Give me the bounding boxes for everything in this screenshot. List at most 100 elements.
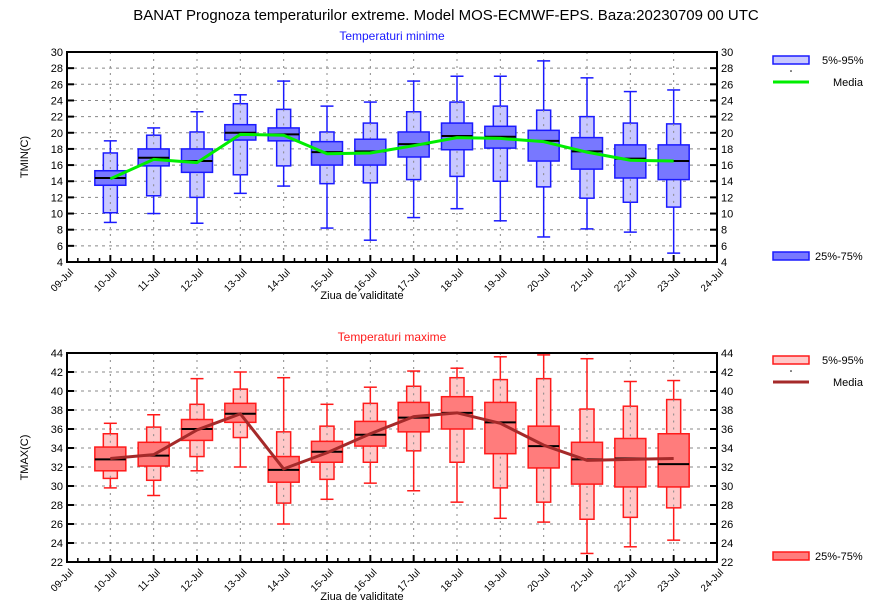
legend-label-p25-p75: 25%-75% (815, 251, 863, 263)
y-tick-label-right: 34 (721, 443, 733, 455)
panel-title: Temperaturi maxime (338, 330, 447, 344)
y-tick-label-right: 44 (721, 348, 733, 360)
mean-line (109, 132, 674, 181)
legend-dot (790, 70, 792, 72)
main-title: BANAT Prognoza temperaturilor extreme. M… (133, 7, 759, 24)
panel-tmax: Temperaturi maxime 22 22 24 24 26 26 28 28 30 30 32… (19, 330, 864, 603)
x-tick-label: 18-Jul (439, 567, 466, 594)
y-tick-label-left: 38 (51, 405, 63, 417)
y-tick-label-right: 8 (721, 225, 727, 237)
x-tick-label: 12-Jul (179, 567, 206, 594)
box-20-Jul (527, 60, 560, 238)
x-tick-label: 24-Jul (699, 267, 726, 294)
box-15-Jul (310, 105, 344, 229)
y-tick-label-right: 30 (721, 47, 733, 59)
y-tick-label-right: 22 (721, 557, 733, 569)
y-tick-label-right: 42 (721, 367, 733, 379)
y-tick-label-left: 4 (57, 257, 63, 269)
y-tick-label-right: 24 (721, 95, 733, 107)
box-18-Jul (440, 75, 474, 210)
legend-label-mean: Media (833, 77, 864, 89)
y-tick-label-right: 26 (721, 79, 733, 91)
x-tick-label: 11-Jul (136, 267, 163, 294)
y-tick-label-right: 20 (721, 128, 733, 140)
box-p25-p75 (614, 437, 647, 488)
x-tick-label: 14-Jul (266, 567, 293, 594)
x-tick-label: 09-Jul (49, 267, 76, 294)
y-tick-label-right: 16 (721, 160, 733, 172)
box-23-Jul (657, 379, 690, 541)
box-19-Jul (484, 75, 517, 222)
x-tick-label: 14-Jul (266, 267, 293, 294)
legend-dot (790, 370, 792, 372)
y-tick-label-right: 12 (721, 192, 733, 204)
y-tick-label-right: 40 (721, 386, 733, 398)
y-tick-label-left: 16 (51, 160, 63, 172)
y-tick-label-left: 44 (51, 348, 63, 360)
box-22-Jul (614, 380, 647, 548)
x-tick-label: 21-Jul (569, 567, 596, 594)
x-tick-label: 20-Jul (526, 567, 553, 594)
y-tick-label-left: 26 (51, 519, 63, 531)
y-axis-label: TMIN(C) (19, 136, 31, 178)
y-tick-label-left: 42 (51, 367, 63, 379)
y-tick-label-left: 14 (51, 176, 63, 188)
box-10-Jul (94, 422, 127, 489)
box-16-Jul (354, 101, 387, 241)
x-tick-label: 21-Jul (569, 267, 596, 294)
legend-label-p5-p95: 5%-95% (822, 355, 864, 367)
x-axis-label: Ziua de validitate (320, 591, 403, 603)
x-tick-label: 12-Jul (179, 267, 206, 294)
x-tick-label: 23-Jul (656, 567, 683, 594)
mean-line (110, 411, 674, 471)
y-tick-label-left: 22 (51, 112, 63, 124)
box-p25-p75 (657, 433, 690, 488)
y-tick-label-left: 30 (51, 47, 63, 59)
y-tick-label-right: 30 (721, 481, 733, 493)
x-tick-label: 09-Jul (49, 567, 76, 594)
legend-label-p5-p95: 5%-95% (822, 55, 864, 67)
x-tick-label: 13-Jul (222, 267, 249, 294)
x-tick-label: 10-Jul (92, 267, 119, 294)
panel-tmin: Temperaturi minime 4 4 6 6 8 8 10 10 12 12 14 14 16 16… (19, 29, 864, 302)
legend-swatch-p5-p95 (772, 355, 810, 365)
y-tick-label-right: 32 (721, 462, 733, 474)
y-tick-label-left: 28 (51, 500, 63, 512)
box-12-Jul (180, 111, 214, 224)
y-tick-label-left: 30 (51, 481, 63, 493)
legend: 5%-95% Media 25%-75% (772, 355, 864, 563)
legend: 5%-95% Media 25%-75% (772, 55, 864, 263)
box-19-Jul (484, 356, 517, 520)
box-13-Jul (224, 94, 257, 195)
legend-swatch-p5-p95 (772, 55, 810, 65)
box-13-Jul (224, 371, 257, 468)
x-tick-label: 24-Jul (699, 567, 726, 594)
y-tick-label-right: 4 (721, 257, 727, 269)
y-tick-label-left: 6 (57, 241, 63, 253)
x-tick-label: 19-Jul (482, 267, 509, 294)
x-tick-label: 10-Jul (92, 567, 119, 594)
y-tick-label-left: 36 (51, 424, 63, 436)
y-tick-label-right: 6 (721, 241, 727, 253)
x-tick-label: 19-Jul (482, 567, 509, 594)
box-10-Jul (94, 140, 127, 224)
box-17-Jul (397, 370, 430, 492)
x-tick-label: 11-Jul (136, 567, 163, 594)
y-tick-label-right: 28 (721, 63, 733, 75)
y-tick-label-left: 18 (51, 144, 63, 156)
box-23-Jul (657, 89, 690, 254)
y-tick-label-left: 22 (51, 557, 63, 569)
y-tick-label-right: 10 (721, 209, 733, 221)
x-tick-label: 23-Jul (656, 267, 683, 294)
y-tick-label-right: 36 (721, 424, 733, 436)
legend-swatch-p25-p75 (772, 551, 810, 561)
y-tick-label-right: 14 (721, 176, 733, 188)
x-tick-label: 22-Jul (612, 567, 639, 594)
y-tick-label-right: 18 (721, 144, 733, 156)
panel-title: Temperaturi minime (339, 29, 445, 43)
y-tick-label-left: 40 (51, 386, 63, 398)
y-tick-label-left: 10 (51, 209, 63, 221)
y-tick-label-left: 26 (51, 79, 63, 91)
x-tick-label: 13-Jul (222, 567, 249, 594)
